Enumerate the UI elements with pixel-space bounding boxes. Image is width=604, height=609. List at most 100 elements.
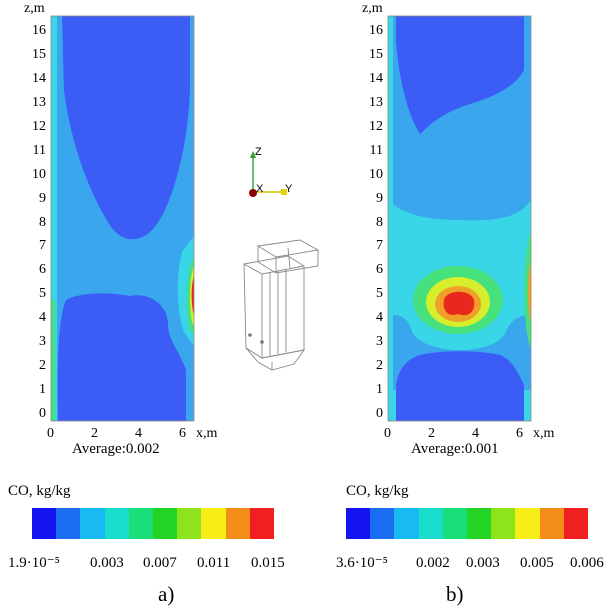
panel-b-z-tick: 5 [376, 286, 383, 302]
panel-b-x-tick: 0 [384, 426, 391, 441]
panel-a-colorbar-tick-5: 0.015 [251, 555, 285, 571]
panel-a-x-tick: 0 [47, 426, 54, 441]
panel-b-colorbar-swatch [418, 508, 443, 539]
panel-b-colorbar-tick-4: 0.005 [520, 555, 554, 571]
panel-a-z-tick: 3 [39, 334, 46, 350]
panel-a-lower-low-region [57, 293, 187, 421]
panel-a-colorbar-swatch [104, 508, 129, 539]
panel-a-z-tick: 2 [39, 358, 46, 374]
panel-b-z-tick: 6 [376, 262, 383, 278]
panel-a-x-tick: 2 [91, 426, 98, 441]
panel-b-x-axis-label: x,m [533, 426, 555, 441]
panel-b-z-tick: 7 [376, 238, 383, 254]
panel-a-colorbar-swatch [32, 508, 57, 539]
panel-a-z-tick: 8 [39, 214, 46, 230]
panel-b-upper-low-region [396, 16, 524, 134]
panel-b-z-tick: 16 [369, 23, 383, 38]
panel-b-colorbar-swatch [515, 508, 540, 539]
panel-b-colorbar-swatch [394, 508, 419, 539]
panel-b-core-red [443, 291, 475, 316]
panel-a-plot-frame [50, 15, 195, 422]
panel-b-colorbar-swatch [346, 508, 371, 539]
panel-a-x-axis-label: x,m [196, 426, 218, 441]
panel-b-z-tick: 9 [376, 190, 383, 206]
panel-b-x-tick: 2 [428, 426, 435, 441]
panel-a-z-axis-label: z,m [24, 1, 45, 16]
panel-b-colorbar [346, 508, 589, 539]
panel-b-colorbar-swatch [491, 508, 516, 539]
panel-b-colorbar-tick-3: 0.003 [466, 555, 500, 571]
panel-a-left-wall-hot [51, 300, 55, 421]
panel-a-average: Average:0.002 [72, 441, 160, 457]
panel-b-z-tick: 0 [376, 406, 383, 421]
panel-a-z-tick: 15 [32, 46, 46, 62]
panel-a-colorbar-swatch [201, 508, 226, 539]
panel-b-caption: b) [446, 582, 464, 606]
panel-b-z-tick: 4 [376, 310, 383, 326]
panel-b-colorbar-swatch [467, 508, 492, 539]
panel-b-right-wall-green [524, 230, 531, 350]
panel-a-z-tick: 10 [32, 166, 46, 182]
panel-a-colorbar-title: CO, kg/kg [8, 483, 71, 499]
panel-b-colorbar-title: CO, kg/kg [346, 483, 409, 499]
panel-a-x-tick: 4 [135, 426, 142, 441]
panel-b-z-tick: 3 [376, 334, 383, 350]
panel-b-colorbar-swatch [442, 508, 468, 539]
panel-b-z-tick: 12 [369, 118, 383, 134]
panel-a-z-tick: 1 [39, 382, 46, 398]
panel-b-right-wall-orange [527, 260, 531, 322]
panel-b-colorbar-swatch [563, 508, 589, 539]
panel-b-colorbar-tick-2: 0.002 [416, 555, 450, 571]
panel-a-z-tick: 11 [32, 142, 46, 158]
panel-b-average: Average:0.001 [411, 441, 499, 457]
panel-a-z-tick: 5 [39, 286, 46, 302]
panel-b-left-wall [388, 16, 393, 421]
panel-a-colorbar-swatch [80, 508, 105, 539]
panel-a-colorbar-swatch [128, 508, 154, 539]
panel-b-plot-frame [387, 15, 532, 422]
panel-b-x-tick: 4 [472, 426, 479, 441]
x-axis-dot [249, 189, 257, 197]
panel-b-lower-low-region [396, 351, 524, 421]
panel-a-z-tick: 14 [32, 70, 46, 86]
panel-a-caption: a) [158, 582, 175, 606]
triad-x-label: X [256, 183, 264, 195]
panel-b-x-tick: 6 [516, 426, 523, 441]
furnace-sketch [243, 239, 320, 371]
panel-a-left-wall-layer [51, 16, 57, 421]
panel-b-z-axis-label: z,m [362, 1, 383, 16]
panel-a-right-red [191, 276, 194, 314]
panel-a-z-tick: 0 [39, 406, 46, 421]
panel-a-x-tick: 6 [179, 426, 186, 441]
panel-b-z-tick: 1 [376, 382, 383, 398]
panel-a-colorbar [32, 508, 275, 539]
panel-b-colorbar-tick-1: 3.6·10⁻⁵ [336, 555, 388, 571]
panel-a-colorbar-tick-4: 0.011 [197, 555, 231, 571]
panel-a-z-tick: 6 [39, 262, 46, 278]
panel-a-z-tick: 13 [32, 94, 46, 110]
panel-b-z-tick: 13 [369, 94, 383, 110]
panel-a-colorbar-tick-2: 0.003 [90, 555, 124, 571]
triad-y-label: Y [285, 183, 293, 195]
panel-a-colorbar-swatch [153, 508, 178, 539]
panel-a-z-tick: 12 [32, 118, 46, 134]
panel-a-colorbar-tick-1: 1.9·10⁻⁵ [8, 555, 60, 571]
panel-a-z-tick: 7 [39, 238, 46, 254]
panel-a-colorbar-tick-3: 0.007 [143, 555, 177, 571]
panel-b-z-tick: 8 [376, 214, 383, 230]
panel-b-colorbar-tick-5: 0.006 [570, 555, 604, 571]
panel-b-z-tick: 2 [376, 358, 383, 374]
panel-a-upper-low-region [62, 16, 190, 240]
panel-b-z-tick: 15 [369, 46, 383, 62]
panel-b-z-tick: 10 [369, 166, 383, 182]
panel-a-colorbar-swatch [177, 508, 202, 539]
panel-a-z-tick: 9 [39, 190, 46, 206]
panel-b-colorbar-swatch [539, 508, 564, 539]
coordinate-triad [249, 151, 287, 197]
panel-b-z-tick: 14 [369, 70, 383, 86]
panel-b-colorbar-swatch [370, 508, 395, 539]
